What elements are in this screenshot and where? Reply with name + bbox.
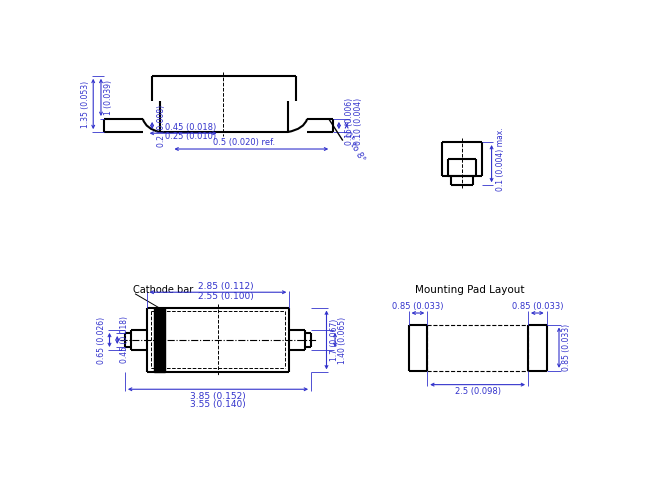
- Text: 1 (0.039): 1 (0.039): [104, 80, 113, 115]
- Text: 0.5 (0.020) ref.: 0.5 (0.020) ref.: [214, 138, 275, 147]
- Text: 0.15 (0.006): 0.15 (0.006): [345, 98, 354, 145]
- Text: 0.85 (0.033): 0.85 (0.033): [392, 302, 444, 311]
- Text: 1.35 (0.053): 1.35 (0.053): [81, 81, 90, 128]
- Text: 0.1 (0.004) max.: 0.1 (0.004) max.: [496, 127, 505, 191]
- Text: 0.25 (0.010): 0.25 (0.010): [165, 132, 216, 141]
- Text: 0.10 (0.004): 0.10 (0.004): [355, 98, 363, 145]
- Text: Cathode bar: Cathode bar: [132, 285, 193, 295]
- Bar: [154, 308, 165, 372]
- Text: 0.2 (0.008): 0.2 (0.008): [157, 105, 166, 147]
- Text: 0.65 (0.026): 0.65 (0.026): [98, 316, 106, 363]
- Text: 2.5 (0.098): 2.5 (0.098): [455, 387, 501, 396]
- Text: 0.85 (0.033): 0.85 (0.033): [511, 302, 563, 311]
- Text: 0.85 (0.033): 0.85 (0.033): [562, 324, 571, 371]
- Text: 2.85 (0.112): 2.85 (0.112): [198, 281, 254, 291]
- Text: 3.55 (0.140): 3.55 (0.140): [190, 400, 246, 409]
- Text: Mounting Pad Layout: Mounting Pad Layout: [415, 285, 525, 295]
- Text: 0.45 (0.018): 0.45 (0.018): [120, 317, 129, 363]
- Text: 0.45 (0.018): 0.45 (0.018): [165, 123, 217, 132]
- Text: 3.85 (0.152): 3.85 (0.152): [190, 392, 246, 401]
- Text: 2.55 (0.100): 2.55 (0.100): [198, 292, 254, 300]
- Text: 1.40 (0.065): 1.40 (0.065): [338, 316, 347, 363]
- Text: 1.7 (0.067): 1.7 (0.067): [330, 319, 339, 361]
- Text: 0° to 8°: 0° to 8°: [342, 131, 366, 163]
